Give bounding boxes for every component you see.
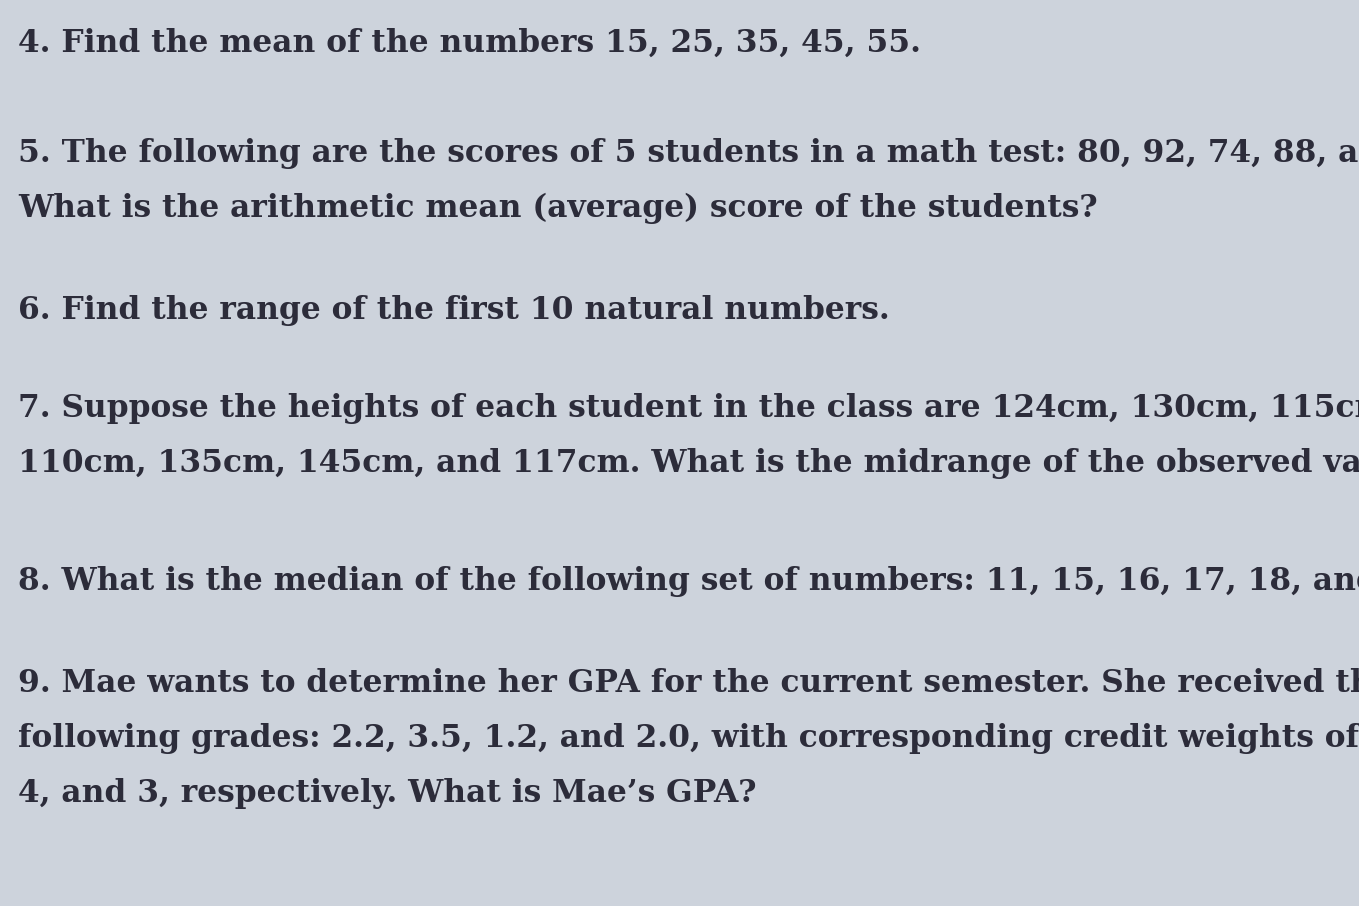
Text: 4, and 3, respectively. What is Mae’s GPA?: 4, and 3, respectively. What is Mae’s GP… (18, 778, 757, 809)
Text: 110cm, 135cm, 145cm, and 117cm. What is the midrange of the observed values?: 110cm, 135cm, 145cm, and 117cm. What is … (18, 448, 1359, 479)
Text: What is the arithmetic mean (average) score of the students?: What is the arithmetic mean (average) sc… (18, 193, 1098, 224)
Text: 7. Suppose the heights of each student in the class are 124cm, 130cm, 115cm, 118: 7. Suppose the heights of each student i… (18, 393, 1359, 424)
Text: 8. What is the median of the following set of numbers: 11, 15, 16, 17, 18, and 1: 8. What is the median of the following s… (18, 566, 1359, 597)
Text: 6. Find the range of the first 10 natural numbers.: 6. Find the range of the first 10 natura… (18, 295, 890, 326)
Text: following grades: 2.2, 3.5, 1.2, and 2.0, with corresponding credit weights of 3: following grades: 2.2, 3.5, 1.2, and 2.0… (18, 723, 1359, 754)
Text: 5. The following are the scores of 5 students in a math test: 80, 92, 74, 88, an: 5. The following are the scores of 5 stu… (18, 138, 1359, 169)
Text: 9. Mae wants to determine her GPA for the current semester. She received the: 9. Mae wants to determine her GPA for th… (18, 668, 1359, 699)
Text: 4. Find the mean of the numbers 15, 25, 35, 45, 55.: 4. Find the mean of the numbers 15, 25, … (18, 28, 921, 59)
